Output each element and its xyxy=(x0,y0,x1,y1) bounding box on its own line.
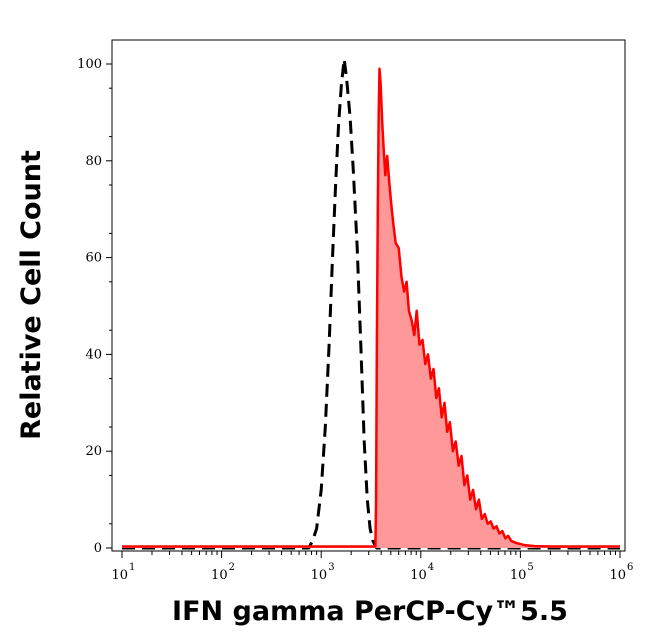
y-tick-label: 100 xyxy=(77,57,102,72)
series-1-fill xyxy=(122,68,620,549)
y-tick-label: 80 xyxy=(85,154,102,169)
plot-frame xyxy=(111,39,626,552)
series-0-line xyxy=(122,57,620,550)
x-tick-label: 10 xyxy=(410,568,427,583)
x-tick-exponent: 3 xyxy=(328,562,334,573)
x-tick-exponent: 6 xyxy=(627,562,633,573)
x-tick-label: 10 xyxy=(609,568,626,583)
y-tick-label: 20 xyxy=(85,444,102,459)
y-axis-title: Relative Cell Count xyxy=(16,150,47,440)
y-tick-label: 0 xyxy=(94,541,102,556)
x-tick-exponent: 5 xyxy=(527,562,533,573)
x-tick-label: 10 xyxy=(311,568,328,583)
y-tick-label: 60 xyxy=(85,251,102,266)
x-tick-label: 10 xyxy=(111,568,128,583)
series-layer xyxy=(122,57,620,550)
x-tick-label: 10 xyxy=(510,568,527,583)
x-tick-exponent: 2 xyxy=(229,562,235,573)
series-1-line xyxy=(122,67,620,548)
x-tick-label: 10 xyxy=(211,568,228,583)
y-tick-label: 40 xyxy=(85,347,102,362)
x-axis-title: IFN gamma PerCP-Cy™5.5 xyxy=(172,596,568,627)
x-tick-exponent: 1 xyxy=(129,562,135,573)
x-tick-exponent: 4 xyxy=(428,562,434,573)
